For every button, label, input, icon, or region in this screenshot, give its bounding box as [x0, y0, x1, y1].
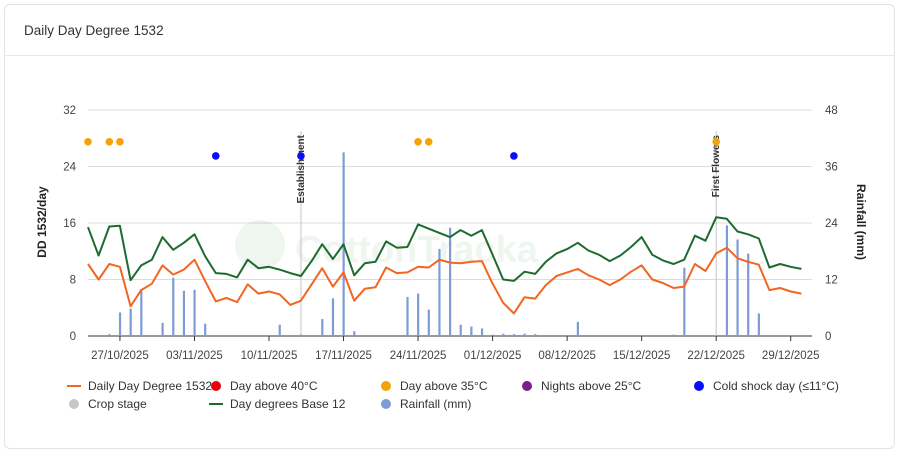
legend-dot-swatch: [381, 399, 391, 409]
rainfall-bar: [427, 309, 430, 336]
rainfall-bar: [129, 308, 132, 336]
y-tick-label-left: 16: [63, 218, 76, 230]
y-tick-label-right: 36: [825, 162, 838, 174]
chart-title: Daily Day Degree 1532: [24, 23, 164, 38]
rainfall-bar: [406, 296, 409, 336]
x-tick-label: 15/12/2025: [613, 350, 671, 362]
watermark-boll-icon: [235, 220, 285, 270]
y-tick-label-right: 48: [825, 105, 838, 117]
legend-dot-swatch: [69, 399, 79, 409]
rainfall-bar: [140, 288, 143, 336]
x-tick-label: 24/11/2025: [390, 350, 447, 362]
rainfall-bar: [193, 289, 196, 336]
chart-card: Daily Day Degree 1532: [4, 4, 895, 449]
rainfall-bar: [534, 334, 537, 336]
event-marker-dot: [712, 137, 720, 146]
rainfall-bar: [491, 334, 494, 336]
rainfall-bar: [470, 326, 473, 336]
x-tick-label: 03/11/2025: [166, 350, 223, 362]
rainfall-bar: [747, 253, 750, 336]
rainfall-bar: [299, 334, 303, 336]
event-marker-dot: [105, 137, 114, 146]
event-markers: [84, 137, 720, 160]
rainfall-bar: [108, 334, 111, 336]
rainfall-bar: [161, 322, 164, 336]
rainfall-bar: [757, 313, 760, 336]
crop-stages: Establishment First Flowers: [296, 131, 722, 336]
legend-dot-swatch: [694, 381, 704, 391]
rainfall-bar: [523, 333, 526, 336]
rainfall-bar: [683, 267, 686, 336]
rainfall-bar: [353, 331, 356, 336]
crop-stage-label: First Flowers: [711, 135, 722, 198]
rainfall-bar: [417, 293, 420, 336]
y-axis-right: 0 12 24 36 48: [825, 105, 838, 343]
rainfall-bar: [331, 298, 335, 336]
y-axis-right-label: Rainfall (mm): [854, 184, 868, 260]
event-marker-dot: [84, 137, 92, 146]
legend-label: Day degrees Base 12: [230, 397, 346, 411]
series-line: [87, 216, 802, 282]
legend-label: Day above 40°C: [230, 379, 318, 393]
y-tick-label-left: 24: [63, 162, 76, 174]
event-marker-dot: [424, 137, 433, 146]
legend-label: Nights above 25°C: [541, 379, 642, 393]
crop-stage-label: Establishment: [296, 134, 307, 203]
y-tick-label-right: 12: [825, 275, 838, 287]
y-tick-label-right: 0: [825, 331, 831, 343]
legend-label: Rainfall (mm): [400, 397, 471, 411]
x-tick-label: 22/12/2025: [687, 350, 745, 362]
legend-dot-swatch: [211, 381, 221, 391]
legend-label: Cold shock day (≤11°C): [713, 379, 839, 393]
watermark-logo: CottonTracka: [235, 220, 539, 271]
series-lines: [87, 216, 802, 315]
event-marker-dot: [116, 137, 124, 146]
rainfall-bar: [459, 324, 462, 336]
legend-dot-swatch: [381, 381, 391, 391]
event-marker-dot: [510, 152, 518, 160]
rainfall-bar: [449, 227, 452, 336]
rainfall-bars: [108, 152, 760, 336]
chart-legend: Daily Day Degree 1532 Day above 40°C Day a…: [67, 379, 839, 411]
rainfall-bar: [480, 328, 484, 336]
y-axis-left-label: DD 1532/day: [35, 186, 49, 258]
x-tick-label: 17/11/2025: [315, 350, 372, 362]
rainfall-bar: [438, 248, 441, 336]
rainfall-bar: [672, 334, 675, 336]
rainfall-bar: [512, 334, 516, 336]
rainfall-bar: [172, 277, 175, 336]
x-tick-label: 27/10/2025: [91, 350, 149, 362]
y-axis-left: 0 8 16 24 32: [63, 105, 76, 343]
rainfall-bar: [204, 323, 207, 336]
rainfall-bar: [736, 239, 739, 336]
y-tick-label-left: 32: [63, 105, 76, 117]
event-marker-dot: [211, 152, 220, 160]
event-marker-dot: [297, 152, 305, 160]
legend-label: Day above 35°C: [400, 379, 488, 393]
rainfall-bar: [278, 324, 281, 336]
legend-dot-swatch: [522, 381, 532, 391]
y-tick-label-left: 0: [70, 331, 76, 343]
legend-label: Daily Day Degree 1532: [88, 379, 212, 393]
x-tick-label: 29/12/2025: [762, 350, 820, 362]
x-tick-label: 10/11/2025: [241, 350, 298, 362]
x-tick-label: 01/12/2025: [464, 350, 522, 362]
x-axis: 27/10/2025 03/11/2025 10/11/2025 17/11/2025…: [91, 336, 819, 362]
card-header: Daily Day Degree 1532: [5, 5, 894, 56]
y-tick-label-right: 24: [825, 218, 838, 230]
rainfall-bar: [576, 321, 579, 336]
series-line: [87, 246, 802, 315]
rainfall-bar: [502, 333, 505, 336]
event-marker-dot: [414, 137, 422, 146]
rainfall-bar: [321, 319, 324, 336]
x-tick-label: 08/12/2025: [538, 350, 596, 362]
legend-label: Crop stage: [88, 397, 147, 411]
rainfall-bar: [182, 290, 186, 336]
rainfall-bar: [118, 312, 122, 336]
rainfall-bar: [725, 225, 729, 336]
y-tick-label-left: 8: [70, 275, 76, 287]
watermark-text: CottonTracka: [295, 229, 539, 271]
